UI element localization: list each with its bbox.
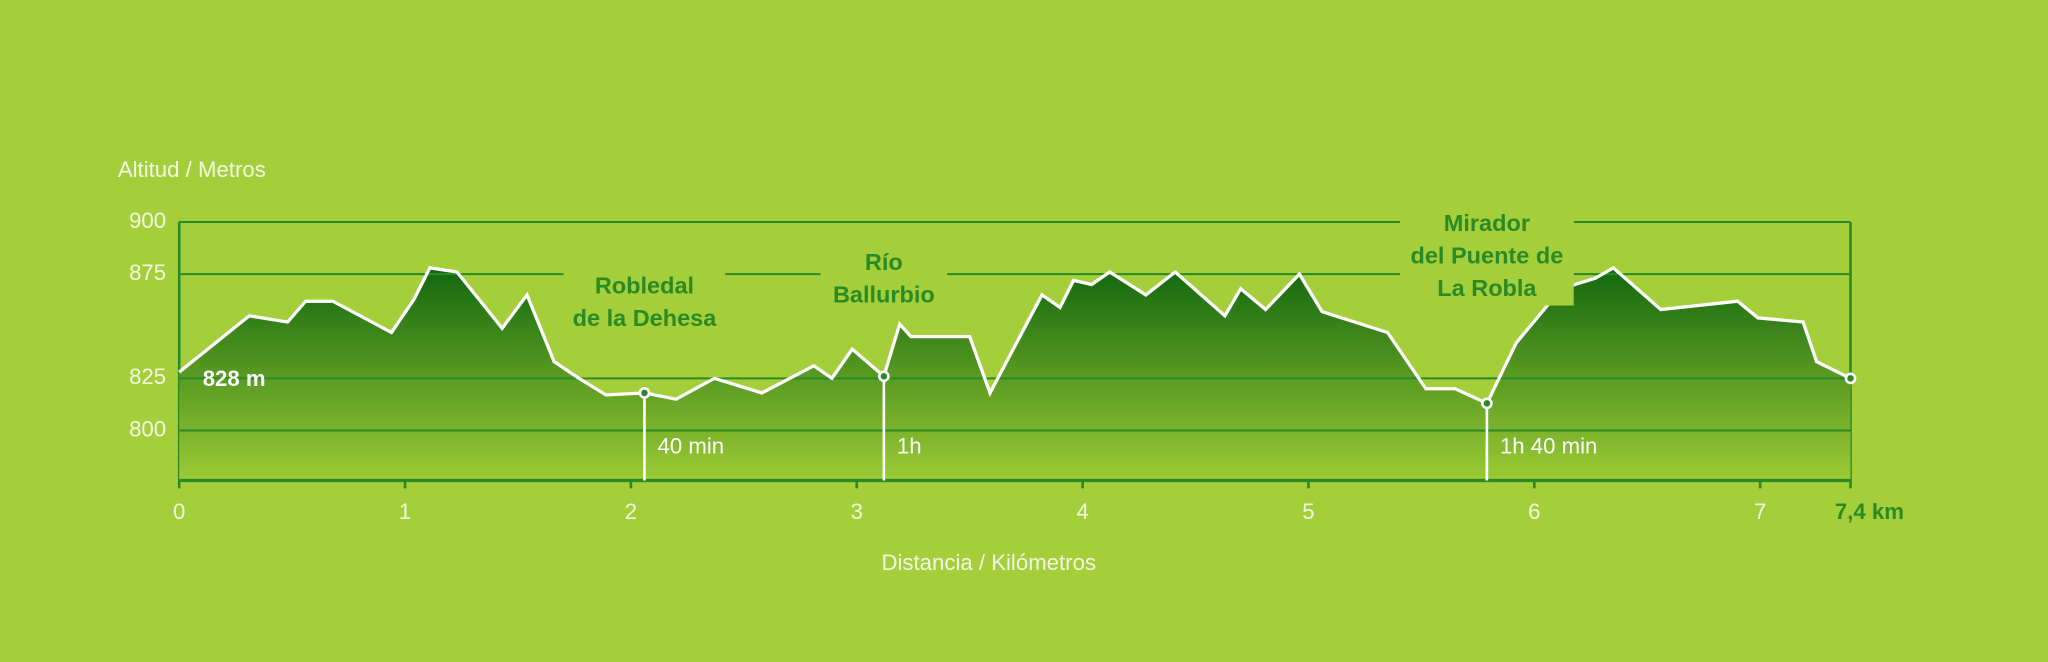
waypoint-name: del Puente de — [1410, 242, 1563, 268]
y-tick-label: 900 — [129, 208, 166, 233]
waypoint-name: Robledal — [595, 272, 694, 298]
waypoint-time: 1h 40 min — [1500, 434, 1597, 459]
waypoint-name: Río — [865, 249, 903, 275]
y-tick-label: 800 — [129, 416, 166, 441]
label-background — [820, 248, 948, 313]
y-tick-label: 875 — [129, 260, 166, 285]
start-label: 828 m — [203, 366, 266, 391]
waypoint-name: Mirador — [1444, 210, 1530, 236]
label-background — [1400, 208, 1574, 306]
x-axis-title: Distancia / Kilómetros — [881, 550, 1096, 575]
x-tick-label: 1 — [399, 499, 411, 524]
waypoint-marker — [877, 370, 890, 383]
y-tick-label: 825 — [129, 364, 166, 389]
end-marker — [1844, 372, 1857, 385]
waypoint-marker — [1481, 397, 1493, 410]
waypoint-name: de la Dehesa — [573, 305, 718, 331]
x-tick-label: 3 — [851, 499, 863, 524]
waypoint-name: La Robla — [1437, 275, 1537, 301]
x-tick-label: 7,4 km — [1835, 499, 1904, 524]
area — [179, 267, 1851, 481]
x-tick-label: 2 — [625, 499, 637, 524]
waypoint-time: 1h — [897, 434, 922, 459]
profile-line — [178, 265, 1852, 406]
waypoint-time: 40 min — [658, 434, 725, 459]
y-axis-title: Altitud / Metros — [118, 157, 266, 182]
x-tick-label: 7 — [1754, 499, 1766, 524]
label-background — [563, 271, 726, 336]
x-tick-label: 6 — [1528, 499, 1540, 524]
x-tick-label: 0 — [173, 499, 185, 524]
waypoint-name: Ballurbio — [833, 282, 935, 308]
x-tick-label: 4 — [1076, 499, 1088, 524]
waypoint-marker — [638, 387, 651, 399]
x-tick-label: 5 — [1302, 499, 1314, 524]
